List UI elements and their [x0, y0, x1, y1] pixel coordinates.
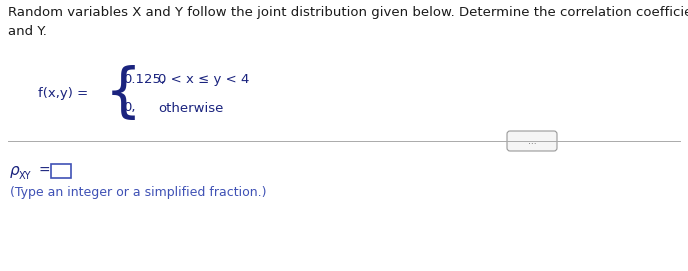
Text: {: {	[105, 64, 142, 121]
Text: Random variables X and Y follow the joint distribution given below. Determine th: Random variables X and Y follow the join…	[8, 6, 688, 38]
Text: f(x,y) =: f(x,y) =	[38, 86, 88, 99]
FancyBboxPatch shape	[507, 131, 557, 151]
Text: =: =	[38, 164, 50, 178]
Text: 0,: 0,	[123, 102, 136, 115]
Text: XY: XY	[19, 171, 32, 181]
Text: otherwise: otherwise	[158, 102, 224, 115]
Text: ...: ...	[528, 137, 537, 146]
Text: 0.125,: 0.125,	[123, 73, 165, 85]
Text: 0 < x ≤ y < 4: 0 < x ≤ y < 4	[158, 73, 249, 85]
FancyBboxPatch shape	[51, 164, 71, 178]
Text: (Type an integer or a simplified fraction.): (Type an integer or a simplified fractio…	[10, 186, 266, 199]
Text: ρ: ρ	[10, 163, 20, 179]
